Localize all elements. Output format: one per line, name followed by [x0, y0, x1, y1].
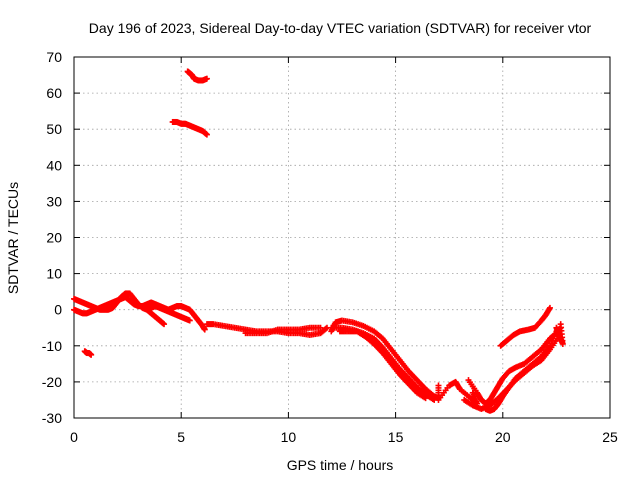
data-point	[186, 317, 193, 324]
y-tick-label: -10	[42, 338, 62, 354]
series-evening-arc-c	[461, 333, 562, 412]
series-short-arc	[81, 348, 95, 358]
series-high-arc-2	[169, 118, 210, 138]
series-arc-early-b	[71, 294, 208, 333]
data-point	[203, 131, 210, 138]
data-point	[422, 395, 429, 402]
x-tick-label: 15	[388, 429, 404, 445]
data-point	[557, 321, 564, 328]
series-small-arcs	[435, 378, 481, 407]
series-arc-early-c	[143, 303, 193, 324]
series-afternoon-arc-c	[336, 328, 429, 402]
x-tick-labels: 0 5 10 15 20 25	[70, 429, 618, 445]
grid	[74, 57, 610, 418]
y-tick-label: 30	[46, 193, 62, 209]
series-evening-arc-b	[465, 330, 560, 407]
x-tick-label: 10	[281, 429, 297, 445]
y-axis-label: SDTVAR / TECUs	[5, 182, 21, 294]
y-tick-label: 10	[46, 266, 62, 282]
data-point	[88, 351, 95, 358]
x-tick-label: 5	[177, 429, 185, 445]
series-day-arc-b	[242, 324, 324, 337]
data-point	[203, 75, 210, 82]
y-tick-label: 40	[46, 157, 62, 173]
data-point	[161, 321, 168, 328]
x-axis-label: GPS time / hours	[287, 457, 394, 473]
y-tick-label: 20	[46, 230, 62, 246]
x-tick-label: 0	[70, 429, 78, 445]
data-points	[71, 68, 566, 414]
data-point	[322, 325, 329, 332]
data-point	[317, 324, 324, 331]
y-tick-label: 0	[54, 302, 62, 318]
chart-title: Day 196 of 2023, Sidereal Day-to-day VTE…	[89, 20, 592, 36]
y-tick-label: 60	[46, 85, 62, 101]
series-end-arc	[553, 321, 566, 347]
y-tick-labels: -30 -20 -10 0 10 20 30 40 50 60 70	[42, 49, 62, 426]
y-tick-label: 70	[46, 49, 62, 65]
y-tick-label: 50	[46, 121, 62, 137]
x-tick-label: 20	[495, 429, 511, 445]
data-point	[201, 326, 208, 333]
series-high-arc-1	[184, 68, 210, 84]
x-tick-label: 25	[602, 429, 618, 445]
data-point	[546, 304, 553, 311]
series-late-arc	[497, 304, 553, 349]
y-tick-label: -20	[42, 374, 62, 390]
y-tick-label: -30	[42, 410, 62, 426]
